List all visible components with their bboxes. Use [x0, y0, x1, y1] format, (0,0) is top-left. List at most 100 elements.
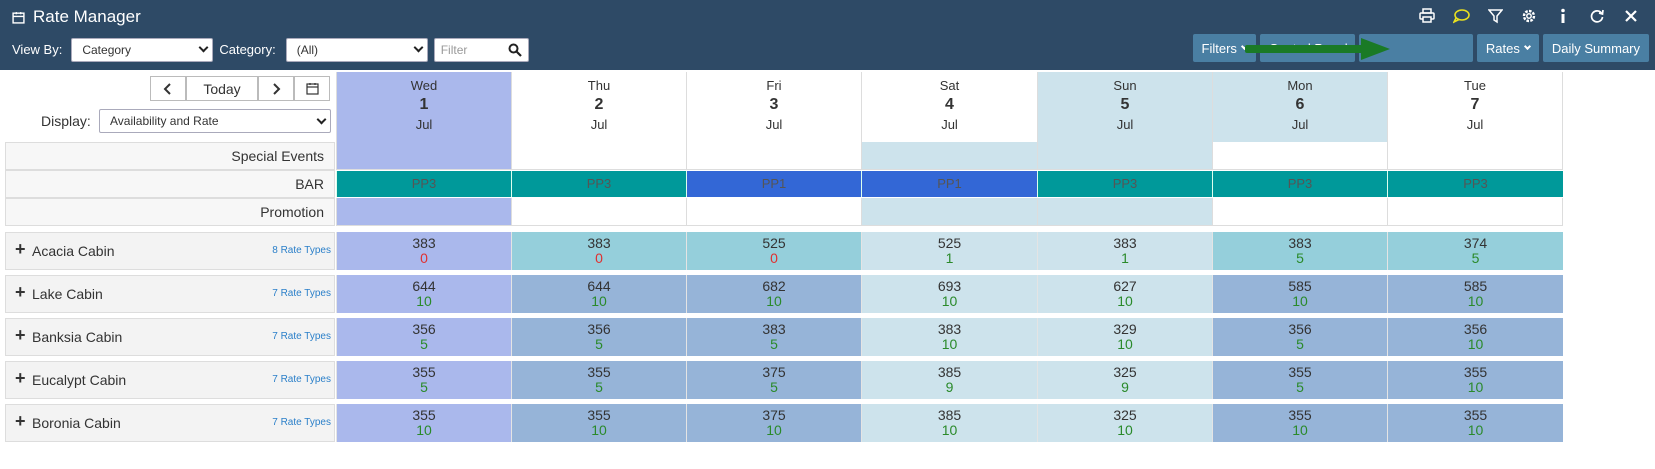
- bar-cell[interactable]: PP3: [336, 171, 511, 197]
- rate-cell[interactable]: 682 10: [686, 275, 861, 313]
- day-header[interactable]: Mon 6 Jul: [1212, 72, 1387, 142]
- room-row-label[interactable]: + Banksia Cabin 7 Rate Types: [5, 318, 335, 356]
- rate-types-link[interactable]: 7 Rate Types: [272, 288, 331, 299]
- room-row-label[interactable]: + Boronia Cabin 7 Rate Types: [5, 404, 335, 442]
- rate-cell[interactable]: 355 10: [1212, 404, 1387, 442]
- rate-cell[interactable]: 385 9: [861, 361, 1037, 399]
- rate-cell[interactable]: 355 10: [1387, 404, 1563, 442]
- rate-cell[interactable]: 356 5: [511, 318, 686, 356]
- special-event-cell[interactable]: [686, 142, 861, 170]
- room-row-label[interactable]: + Acacia Cabin 8 Rate Types: [5, 232, 335, 270]
- expand-icon[interactable]: +: [15, 368, 26, 388]
- rate-cell[interactable]: 355 10: [1387, 361, 1563, 399]
- rate-cell[interactable]: 693 10: [861, 275, 1037, 313]
- day-header[interactable]: Tue 7 Jul: [1387, 72, 1563, 142]
- rate-cell[interactable]: 585 10: [1387, 275, 1563, 313]
- expand-icon[interactable]: +: [15, 411, 26, 431]
- comment-icon[interactable]: [1451, 6, 1471, 26]
- day-header[interactable]: Thu 2 Jul: [511, 72, 686, 142]
- bar-cell[interactable]: PP3: [1212, 171, 1387, 197]
- control-panel: Today Display: Availability and Rate: [5, 70, 335, 140]
- special-event-cell[interactable]: [1212, 142, 1387, 170]
- special-event-cell[interactable]: [336, 142, 511, 170]
- rates-button[interactable]: Rates: [1476, 34, 1539, 62]
- rate-cell[interactable]: 383 0: [336, 232, 511, 270]
- daily-summary-button[interactable]: Daily Summary: [1542, 34, 1649, 62]
- rate-cell[interactable]: 383 0: [511, 232, 686, 270]
- rate-cell[interactable]: 383 5: [686, 318, 861, 356]
- rate-cell[interactable]: 356 5: [336, 318, 511, 356]
- promotion-cell[interactable]: [686, 198, 861, 226]
- rate-cell[interactable]: 325 10: [1037, 404, 1212, 442]
- bar-cell[interactable]: PP3: [511, 171, 686, 197]
- rate-cell[interactable]: 385 10: [861, 404, 1037, 442]
- rate-cell[interactable]: 355 5: [336, 361, 511, 399]
- rate-types-link[interactable]: 7 Rate Types: [272, 417, 331, 428]
- rate-types-link[interactable]: 7 Rate Types: [272, 374, 331, 385]
- day-header[interactable]: Fri 3 Jul: [686, 72, 861, 142]
- today-button[interactable]: Today: [186, 76, 258, 101]
- filter-icon[interactable]: [1485, 6, 1505, 26]
- special-event-cell[interactable]: [1387, 142, 1563, 170]
- rate-cell[interactable]: 644 10: [511, 275, 686, 313]
- bar-cell[interactable]: PP3: [1037, 171, 1212, 197]
- rate-cell[interactable]: 525 1: [861, 232, 1037, 270]
- filter-search-input[interactable]: Filter: [433, 37, 529, 62]
- rate-cell[interactable]: 627 10: [1037, 275, 1212, 313]
- rate-types-link[interactable]: 7 Rate Types: [272, 331, 331, 342]
- view-by-value: Category: [82, 42, 132, 57]
- next-button[interactable]: [258, 76, 294, 101]
- view-by-select[interactable]: Category: [71, 37, 214, 62]
- category-select[interactable]: (All): [285, 37, 428, 62]
- day-header[interactable]: Sun 5 Jul: [1037, 72, 1212, 142]
- rate-cell[interactable]: 383 10: [861, 318, 1037, 356]
- rate-cell[interactable]: 375 10: [686, 404, 861, 442]
- rate-cell[interactable]: 356 10: [1387, 318, 1563, 356]
- rate-cell[interactable]: 383 5: [1212, 232, 1387, 270]
- rate-cell[interactable]: 355 5: [1212, 361, 1387, 399]
- promotion-label: Promotion: [5, 198, 335, 226]
- special-event-cell[interactable]: [861, 142, 1037, 170]
- settings-icon[interactable]: [1519, 6, 1539, 26]
- rate-cell[interactable]: 355 10: [511, 404, 686, 442]
- rate-cell[interactable]: 325 9: [1037, 361, 1212, 399]
- special-event-cell[interactable]: [1037, 142, 1212, 170]
- search-icon[interactable]: [508, 43, 522, 57]
- rate-cell[interactable]: 329 10: [1037, 318, 1212, 356]
- info-icon[interactable]: [1553, 6, 1573, 26]
- prev-button[interactable]: [150, 76, 186, 101]
- promotion-cell[interactable]: [1212, 198, 1387, 226]
- rate-cell[interactable]: 355 5: [511, 361, 686, 399]
- day-header[interactable]: Sat 4 Jul: [861, 72, 1037, 142]
- date-picker-button[interactable]: [294, 76, 330, 101]
- rate-cell[interactable]: 644 10: [336, 275, 511, 313]
- special-event-cell[interactable]: [511, 142, 686, 170]
- filters-button[interactable]: Filters: [1192, 34, 1256, 62]
- rate-cell[interactable]: 356 5: [1212, 318, 1387, 356]
- promotion-cell[interactable]: [1037, 198, 1212, 226]
- rate-types-link[interactable]: 8 Rate Types: [272, 245, 331, 256]
- rate-cell[interactable]: 525 0: [686, 232, 861, 270]
- print-icon[interactable]: [1417, 6, 1437, 26]
- expand-icon[interactable]: +: [15, 239, 26, 259]
- room-row-label[interactable]: + Eucalypt Cabin 7 Rate Types: [5, 361, 335, 399]
- rate-cell[interactable]: 375 5: [686, 361, 861, 399]
- expand-icon[interactable]: +: [15, 282, 26, 302]
- bar-cell[interactable]: PP1: [686, 171, 861, 197]
- bar-cell[interactable]: PP1: [861, 171, 1037, 197]
- room-row-label[interactable]: + Lake Cabin 7 Rate Types: [5, 275, 335, 313]
- close-icon[interactable]: [1621, 6, 1641, 26]
- promotion-cell[interactable]: [511, 198, 686, 226]
- rate-cell[interactable]: 585 10: [1212, 275, 1387, 313]
- day-header[interactable]: Wed 1 Jul: [336, 72, 511, 142]
- bar-cell[interactable]: PP3: [1387, 171, 1563, 197]
- promotion-cell[interactable]: [336, 198, 511, 226]
- promotion-cell[interactable]: [861, 198, 1037, 226]
- refresh-icon[interactable]: [1587, 6, 1607, 26]
- rate-cell[interactable]: 383 1: [1037, 232, 1212, 270]
- display-select[interactable]: Availability and Rate: [99, 109, 331, 133]
- expand-icon[interactable]: +: [15, 325, 26, 345]
- rate-cell[interactable]: 355 10: [336, 404, 511, 442]
- promotion-cell[interactable]: [1387, 198, 1563, 226]
- rate-cell[interactable]: 374 5: [1387, 232, 1563, 270]
